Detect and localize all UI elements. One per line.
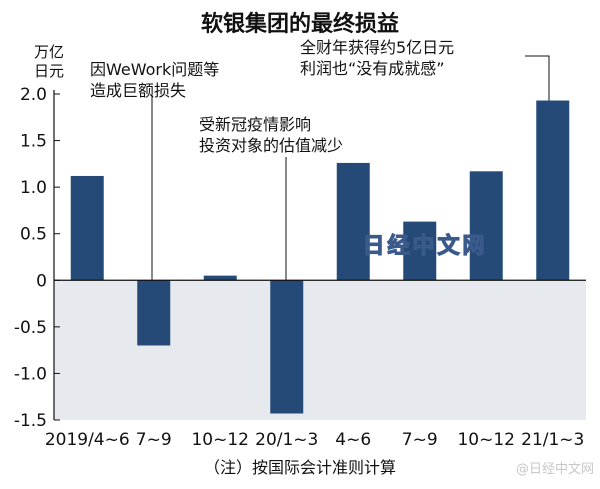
bar [137,280,171,346]
annotation-text: 投资对象的估值减少 [199,136,343,155]
annotation-text: 受新冠疫情影响 [199,115,311,134]
x-axis-labels: 2019/4~6 7~9 10~12 20/1~3 4~6 7~9 10~12 21/1~3 [45,430,585,450]
chart-note: （注）按国际会计准则计算 [204,458,396,477]
annotation-leader-line [525,55,550,101]
y-tick-label: 0 [36,271,47,291]
annotation-text: 全财年获得约5亿日元 [300,38,454,57]
annotation-text: 利润也“没有成就感” [300,59,445,78]
y-tick-label: -1.5 [14,411,47,431]
y-tick-label: -1.0 [14,364,47,384]
bars [70,100,570,414]
unit-label-line2: 日元 [34,62,64,80]
x-tick-label: 21/1~3 [521,430,584,450]
y-tick-label: 0.5 [20,225,47,245]
bar [536,100,570,281]
y-tick-label: -0.5 [14,318,47,338]
watermark: 日经中文网 [362,233,487,259]
chart-title: 软银集团的最终损益 [201,11,399,37]
y-axis-ticks: 2.0 1.5 1.0 0.5 0 -0.5 -1.0 -1.5 [14,85,60,431]
bar [469,171,503,281]
annotation-text: 造成巨额损失 [90,81,186,100]
bar [270,280,304,414]
x-tick-label: 7~9 [402,430,438,450]
bar [203,275,237,281]
bar [403,221,437,281]
annotation-leader-lines [151,55,550,282]
source-mark: @日经中文网 [516,462,594,477]
x-tick-label: 20/1~3 [255,430,318,450]
negative-region-background [54,280,586,420]
x-tick-label: 4~6 [335,430,371,450]
unit-label-line1: 万亿 [34,43,64,61]
x-tick-label: 7~9 [136,430,172,450]
annotation-text: 因WeWork问题等 [90,60,219,79]
x-tick-label: 2019/4~6 [45,430,130,450]
y-tick-label: 2.0 [20,85,47,105]
y-tick-label: 1.5 [20,132,47,152]
bar [336,162,370,281]
y-tick-label: 1.0 [20,178,47,198]
x-tick-label: 10~12 [457,430,515,450]
x-tick-label: 10~12 [191,430,249,450]
bar [70,175,104,281]
